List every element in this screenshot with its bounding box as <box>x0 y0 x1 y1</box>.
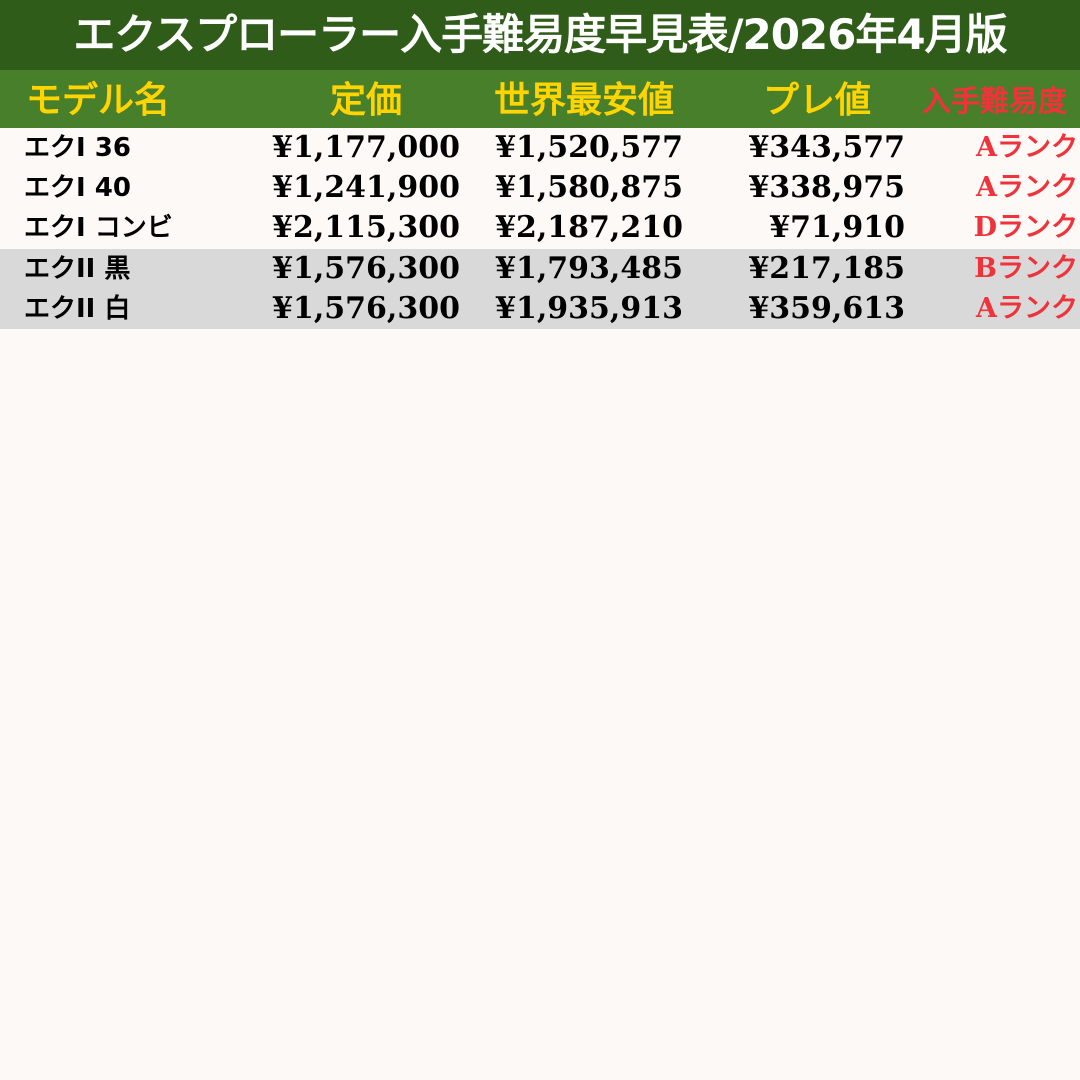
cell-list-price: ¥1,576,300 <box>272 291 460 326</box>
cell-list-price: ¥1,177,000 <box>272 130 460 165</box>
cell-list-price: ¥1,241,900 <box>272 170 460 205</box>
table-row: エクII 黒 ¥1,576,300 ¥1,793,485 ¥217,185 Bランク <box>0 249 1080 289</box>
table-header: モデル名 定価 世界最安値 プレ値 入手難易度 <box>0 70 1080 128</box>
cell-lowest-price: ¥1,520,577 <box>495 130 683 165</box>
header-difficulty: 入手難易度 <box>922 84 1068 118</box>
cell-lowest-price: ¥2,187,210 <box>495 210 683 245</box>
header-model: モデル名 <box>26 80 171 121</box>
page-title: エクスプローラー入手難易度早見表/2026年4月版 <box>0 0 1080 70</box>
table-row: エクI コンビ ¥2,115,300 ¥2,187,210 ¥71,910 Dランク <box>0 208 1080 248</box>
cell-premium: ¥359,613 <box>748 291 905 326</box>
cell-lowest-price: ¥1,935,913 <box>495 291 683 326</box>
cell-model: エクI 36 <box>24 133 131 163</box>
cell-premium: ¥71,910 <box>769 210 905 245</box>
cell-model: エクI 40 <box>24 173 131 203</box>
cell-model: エクII 黒 <box>24 254 131 284</box>
table-row: エクI 36 ¥1,177,000 ¥1,520,577 ¥343,577 Aランク <box>0 128 1080 168</box>
cell-premium: ¥343,577 <box>748 130 905 165</box>
cell-lowest-price: ¥1,793,485 <box>495 251 683 286</box>
cell-lowest-price: ¥1,580,875 <box>495 170 683 205</box>
cell-difficulty: Aランク <box>976 172 1078 203</box>
cell-difficulty: Dランク <box>973 212 1078 243</box>
table-row: エクI 40 ¥1,241,900 ¥1,580,875 ¥338,975 Aランク <box>0 168 1080 208</box>
cell-list-price: ¥2,115,300 <box>272 210 460 245</box>
header-list-price: 定価 <box>330 80 403 121</box>
cell-difficulty: Aランク <box>976 132 1078 163</box>
cell-list-price: ¥1,576,300 <box>272 251 460 286</box>
cell-premium: ¥217,185 <box>748 251 905 286</box>
cell-model: エクII 白 <box>24 294 131 324</box>
cell-model: エクI コンビ <box>24 213 173 243</box>
cell-difficulty: Aランク <box>976 293 1078 324</box>
table-row: エクII 白 ¥1,576,300 ¥1,935,913 ¥359,613 Aランク <box>0 289 1080 329</box>
cell-difficulty: Bランク <box>974 253 1078 284</box>
header-lowest-price: 世界最安値 <box>494 80 675 121</box>
header-premium: プレ値 <box>763 80 872 121</box>
cell-premium: ¥338,975 <box>748 170 905 205</box>
